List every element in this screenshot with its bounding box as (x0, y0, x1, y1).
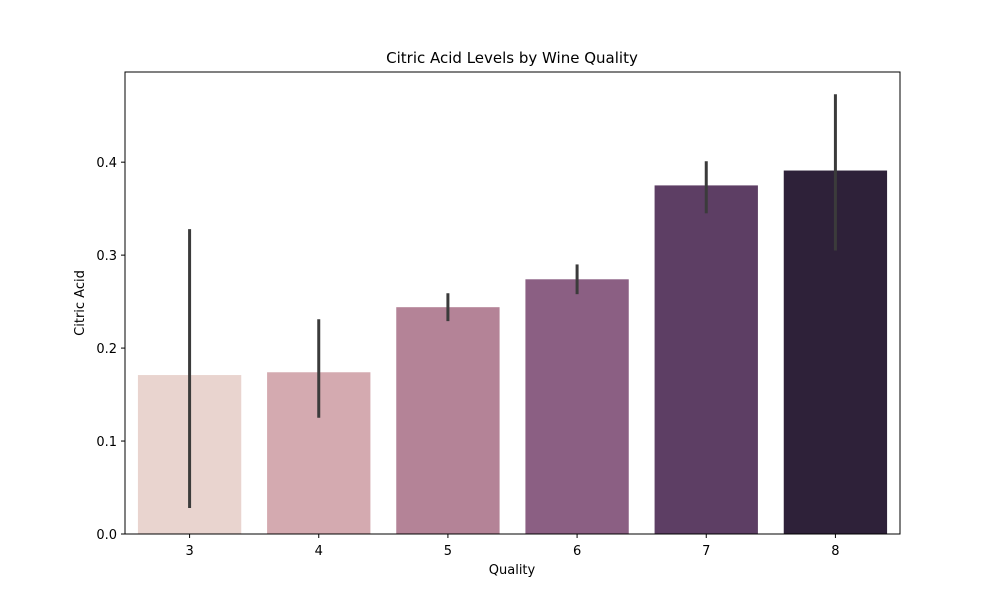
x-tick-label: 5 (444, 544, 452, 559)
y-axis-ticks: 0.0 0.1 0.2 0.3 0.4 (96, 156, 125, 543)
chart-title: Citric Acid Levels by Wine Quality (386, 49, 638, 67)
y-axis-label: Citric Acid (73, 270, 88, 336)
x-tick-label: 8 (831, 544, 839, 559)
x-axis-label: Quality (489, 563, 536, 578)
y-tick-label: 0.2 (96, 342, 117, 357)
bar-quality-7 (654, 185, 758, 534)
error-bars-layer (188, 94, 837, 508)
x-tick-label: 4 (315, 544, 323, 559)
x-tick-label: 3 (185, 544, 193, 559)
x-tick-label: 7 (702, 544, 710, 559)
y-tick-label: 0.3 (96, 249, 117, 264)
bar-quality-6 (525, 279, 629, 534)
y-tick-label: 0.1 (96, 435, 117, 450)
x-tick-label: 6 (573, 544, 581, 559)
y-tick-label: 0.0 (96, 528, 117, 543)
x-axis-ticks: 3 4 5 6 7 8 (185, 534, 840, 559)
plot-area-frame (124, 71, 901, 535)
y-tick-label: 0.4 (96, 156, 117, 171)
bars-layer (137, 170, 888, 534)
bar-quality-5 (396, 307, 500, 534)
